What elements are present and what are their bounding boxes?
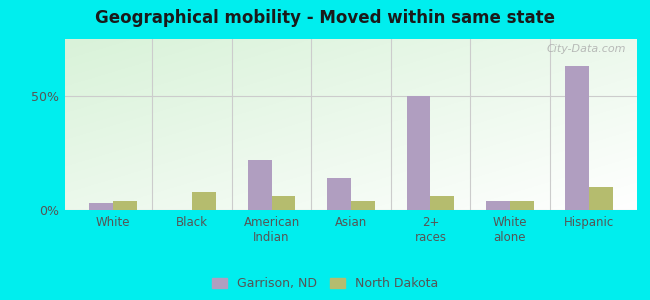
Bar xyxy=(327,178,351,210)
Bar xyxy=(510,201,534,210)
Bar xyxy=(430,196,454,210)
Bar xyxy=(590,187,613,210)
Bar xyxy=(351,201,375,210)
Bar xyxy=(89,203,112,210)
Bar xyxy=(248,160,272,210)
Legend: Garrison, ND, North Dakota: Garrison, ND, North Dakota xyxy=(209,273,441,294)
Bar xyxy=(566,66,590,210)
Text: Geographical mobility - Moved within same state: Geographical mobility - Moved within sam… xyxy=(95,9,555,27)
Bar xyxy=(407,96,430,210)
Bar xyxy=(486,201,510,210)
Bar xyxy=(192,192,216,210)
Bar xyxy=(112,201,136,210)
Bar xyxy=(272,196,295,210)
Text: City-Data.com: City-Data.com xyxy=(546,44,625,54)
